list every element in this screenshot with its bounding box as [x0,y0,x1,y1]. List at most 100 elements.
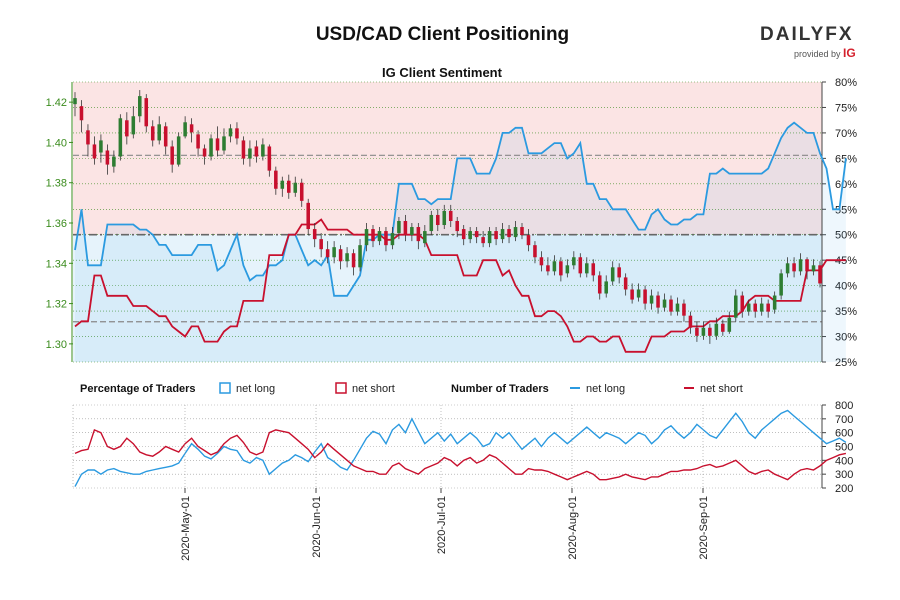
candle-body [565,265,570,274]
candle-body [157,124,161,141]
legend-num-long-label: net long [586,383,625,395]
candle-body [507,229,511,238]
legend-pct-long-label: net long [236,383,275,395]
pct-tick-label: 35% [835,306,857,318]
candle-body [539,257,544,266]
candle-body [585,263,589,274]
legend-pct-title: Percentage of Traders [80,383,196,395]
net-short-count-line [74,428,847,481]
candle-body [92,144,97,159]
candle-body [338,249,343,262]
count-tick-label: 700 [835,414,853,426]
count-tick-label: 400 [835,455,853,467]
pct-tick-label: 60% [835,179,857,191]
candle-body [144,98,149,127]
candle-body [390,233,395,246]
candle-body [79,106,84,121]
pct-tick-label: 70% [835,128,857,140]
candle-body [513,227,518,238]
candle-body [170,146,174,165]
candle-body [740,295,745,312]
candle-body [448,210,453,221]
subchart-title: IG Client Sentiment [382,65,503,80]
legend-num-title: Number of Traders [451,383,549,395]
legend-pct-short-swatch [335,382,347,394]
candle-body [384,231,388,246]
candle-body [410,227,414,236]
legend-pct-short-label: net short [352,383,395,395]
logo-word-daily: DAILY [760,24,826,45]
price-tick-label: 1.30 [46,339,67,351]
candle-body [649,295,654,304]
pct-tick-label: 45% [835,255,857,267]
net-long-pct-line [74,121,847,297]
candle-body [436,214,440,226]
candle-body [222,136,226,151]
candle-body [455,220,459,232]
candle-body [377,231,382,242]
net-short-pct-line [74,218,846,353]
candle-body [792,263,796,272]
logo-word-fx: FX [825,24,854,45]
count-tick-label: 800 [835,400,853,412]
date-tick-label: 2020-Sep-01 [698,496,710,560]
candle-body [254,146,259,157]
candle-body [591,263,596,276]
candle-body [99,140,103,153]
price-tick-label: 1.40 [46,137,67,149]
candle-body [818,265,822,284]
candle-body [287,180,291,193]
candle-body [312,229,317,240]
price-tick-label: 1.36 [46,218,67,230]
candle-body [675,303,680,312]
candle-body [714,323,719,336]
candle-body [766,303,770,312]
count-tick-label: 500 [835,442,853,454]
candle-body [572,257,576,266]
candle-body [345,253,349,262]
candle-body [604,281,608,294]
candle-body [494,231,498,240]
candle-body [805,259,809,272]
legend-num-short-label: net short [700,383,743,395]
candle-body [636,289,641,298]
candle-body [487,231,492,244]
candle-body [163,126,168,147]
logo-tagline: provided by IG [794,46,870,60]
ig-logo: IG [843,46,856,60]
pct-tick-label: 40% [835,281,857,293]
chart-title: USD/CAD Client Positioning [315,24,570,45]
count-tick-label: 300 [835,469,853,481]
candle-body [746,303,751,312]
date-tick-label: 2020-Jun-01 [311,496,323,558]
candle-body [332,247,336,258]
candle-body [319,239,323,250]
candle-body [662,299,667,308]
candle-body [397,220,401,234]
candle-body [772,295,777,310]
candle-body [753,303,757,312]
candle-body [559,261,563,276]
candle-body [241,140,246,159]
candle-body [228,128,233,137]
price-tick-label: 1.32 [46,299,67,311]
candle-body [578,257,583,274]
candle-body [131,116,136,135]
candle-body [688,315,693,328]
date-tick-label: 2020-Jul-01 [436,496,448,554]
candle-body [533,245,537,258]
candle-body [248,148,252,159]
candle-body [280,180,285,189]
candle-body [209,138,213,157]
candle-body [759,303,764,312]
candle-body [118,118,123,157]
pct-tick-label: 80% [835,77,857,89]
candle-body [423,231,427,244]
candle-body [196,134,200,149]
candle-body [86,130,90,145]
price-tick-label: 1.34 [46,258,67,270]
candle-body [546,265,550,272]
pct-tick-label: 30% [835,332,857,344]
candle-body [267,146,272,171]
